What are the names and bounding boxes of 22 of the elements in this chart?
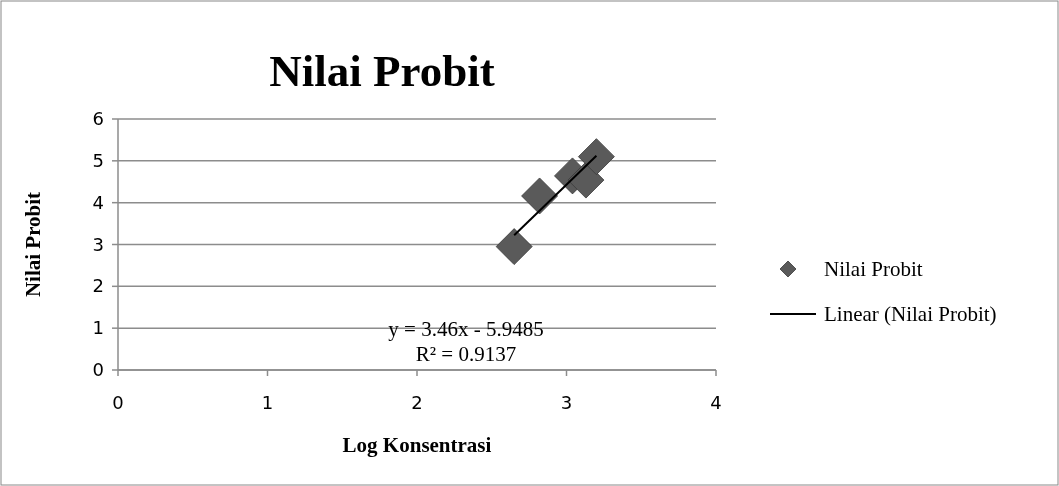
point: [495, 228, 533, 265]
y-tick-label: 3: [92, 233, 104, 255]
legend-label: Linear (Nilai Probit): [824, 302, 997, 326]
annotation: R² = 0.9137: [415, 342, 517, 366]
y-tick-label: 0: [92, 359, 104, 380]
x-tick-label: 1: [261, 392, 274, 413]
x-tick-label: 2: [411, 392, 423, 413]
point: [578, 138, 615, 176]
x-axis-title: Log Konsentrasi: [342, 433, 492, 457]
chart-title: Nilai Probit: [269, 46, 495, 96]
x-tick-label: 3: [560, 392, 573, 413]
x-tick-label: 0: [112, 392, 124, 413]
y-axis-title: Nilai Probit: [21, 191, 45, 298]
annotation: y = 3.46x - 5.9485: [388, 317, 544, 341]
y-tick-label: 5: [92, 149, 104, 171]
y-tick-label: 6: [92, 108, 104, 129]
point: [521, 177, 558, 215]
y-tick-label: 1: [92, 317, 104, 339]
y-tick-label: 2: [92, 275, 104, 297]
y-tick-label: 4: [92, 191, 104, 213]
legend-label: Nilai Probit: [824, 257, 923, 281]
x-tick-label: 4: [710, 392, 722, 413]
